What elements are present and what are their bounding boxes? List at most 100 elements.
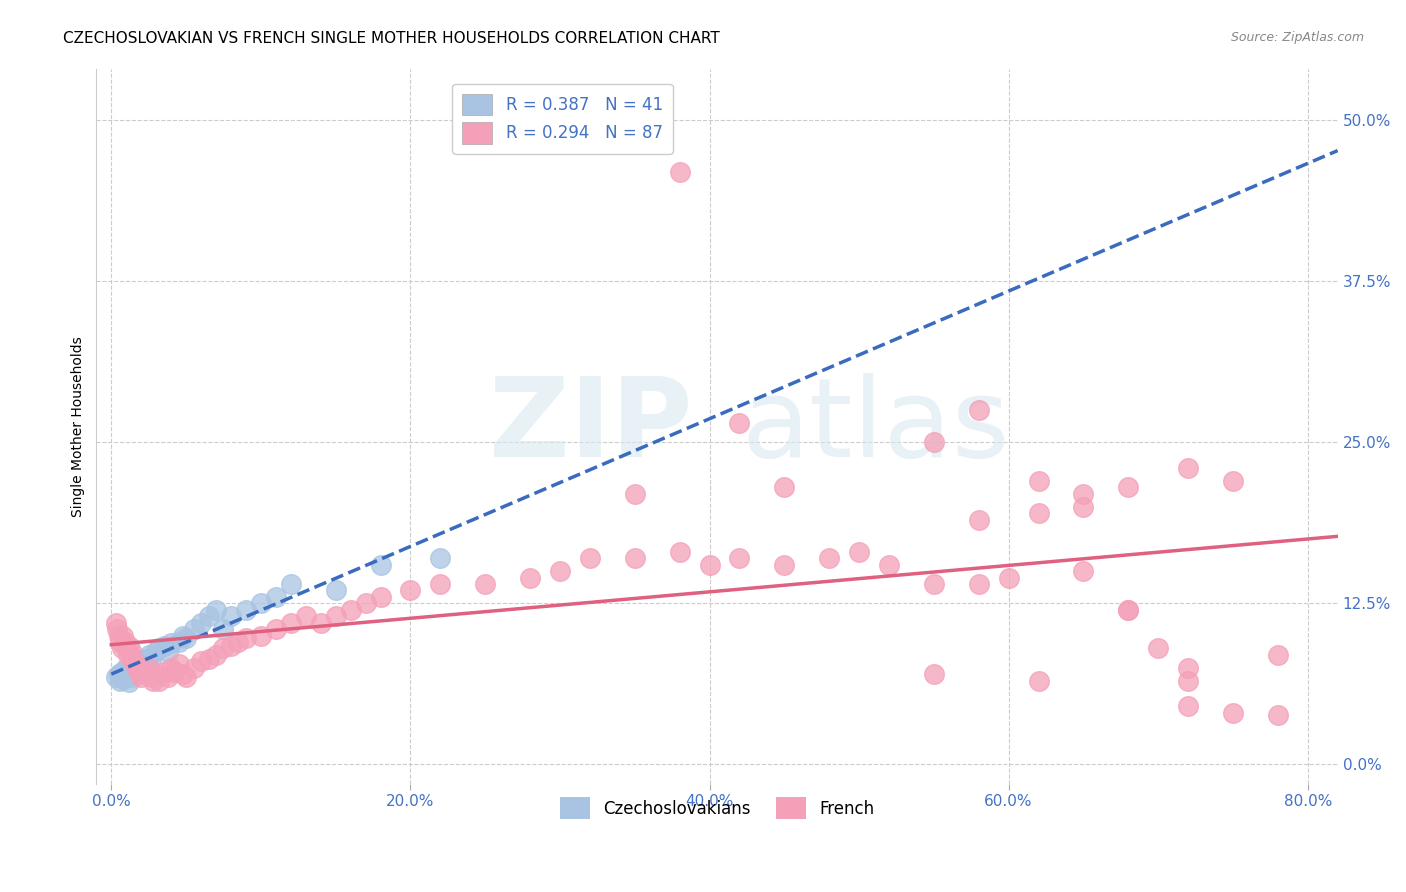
Point bbox=[228, 635, 250, 649]
Point bbox=[250, 596, 273, 610]
Point bbox=[138, 648, 160, 662]
Point bbox=[668, 545, 690, 559]
Point bbox=[1073, 487, 1095, 501]
Point bbox=[429, 551, 451, 566]
Point bbox=[1028, 506, 1050, 520]
Point bbox=[117, 648, 139, 662]
Point bbox=[1267, 708, 1289, 723]
Point bbox=[145, 644, 167, 658]
Point bbox=[174, 670, 197, 684]
Point bbox=[112, 628, 135, 642]
Point bbox=[623, 551, 645, 566]
Point bbox=[1073, 500, 1095, 514]
Point bbox=[848, 545, 870, 559]
Point bbox=[163, 665, 186, 679]
Point bbox=[157, 670, 180, 684]
Point bbox=[124, 657, 146, 671]
Point bbox=[111, 641, 134, 656]
Point bbox=[183, 622, 205, 636]
Point bbox=[141, 670, 163, 684]
Point bbox=[111, 665, 134, 679]
Point bbox=[1028, 474, 1050, 488]
Point bbox=[1267, 648, 1289, 662]
Point bbox=[129, 670, 152, 684]
Text: atlas: atlas bbox=[742, 373, 1011, 480]
Point bbox=[773, 480, 796, 494]
Y-axis label: Single Mother Households: Single Mother Households bbox=[72, 335, 86, 516]
Point bbox=[167, 635, 190, 649]
Point bbox=[120, 644, 142, 658]
Point bbox=[1222, 706, 1244, 720]
Point bbox=[160, 661, 183, 675]
Point bbox=[294, 609, 316, 624]
Text: ZIP: ZIP bbox=[489, 373, 692, 480]
Point bbox=[429, 577, 451, 591]
Point bbox=[110, 635, 132, 649]
Point bbox=[122, 657, 145, 671]
Point bbox=[118, 674, 141, 689]
Point bbox=[121, 651, 143, 665]
Point bbox=[125, 661, 148, 675]
Point bbox=[474, 577, 496, 591]
Point bbox=[264, 622, 287, 636]
Point bbox=[197, 609, 219, 624]
Point bbox=[219, 609, 242, 624]
Point bbox=[136, 667, 159, 681]
Point bbox=[104, 615, 127, 630]
Point bbox=[1222, 474, 1244, 488]
Point bbox=[128, 667, 150, 681]
Point bbox=[967, 512, 990, 526]
Point bbox=[219, 639, 242, 653]
Point bbox=[112, 673, 135, 687]
Point bbox=[118, 639, 141, 653]
Point bbox=[160, 636, 183, 650]
Point bbox=[309, 615, 332, 630]
Point bbox=[325, 583, 347, 598]
Point bbox=[120, 663, 142, 677]
Point bbox=[145, 667, 167, 681]
Point bbox=[1177, 661, 1199, 675]
Point bbox=[190, 615, 212, 630]
Point bbox=[280, 615, 302, 630]
Point bbox=[127, 663, 149, 677]
Point bbox=[339, 603, 361, 617]
Point bbox=[205, 648, 228, 662]
Point bbox=[1116, 480, 1139, 494]
Point bbox=[264, 590, 287, 604]
Point bbox=[115, 641, 138, 656]
Point bbox=[728, 551, 751, 566]
Point bbox=[205, 603, 228, 617]
Point bbox=[728, 416, 751, 430]
Point bbox=[128, 659, 150, 673]
Point bbox=[172, 628, 194, 642]
Point bbox=[167, 657, 190, 671]
Point bbox=[117, 668, 139, 682]
Point bbox=[370, 558, 392, 572]
Point bbox=[127, 654, 149, 668]
Point bbox=[1116, 603, 1139, 617]
Point bbox=[1147, 641, 1170, 656]
Point bbox=[1073, 564, 1095, 578]
Point bbox=[922, 577, 945, 591]
Point bbox=[548, 564, 571, 578]
Point bbox=[250, 628, 273, 642]
Point bbox=[668, 164, 690, 178]
Point bbox=[134, 651, 156, 665]
Point bbox=[1028, 673, 1050, 688]
Point bbox=[124, 665, 146, 679]
Point bbox=[197, 651, 219, 665]
Point bbox=[122, 654, 145, 668]
Point bbox=[212, 622, 235, 636]
Point bbox=[967, 577, 990, 591]
Point bbox=[107, 667, 129, 681]
Point bbox=[922, 667, 945, 681]
Point bbox=[212, 641, 235, 656]
Point bbox=[1177, 461, 1199, 475]
Point bbox=[110, 673, 132, 688]
Point bbox=[152, 665, 174, 679]
Point bbox=[157, 645, 180, 659]
Point bbox=[138, 661, 160, 675]
Point bbox=[399, 583, 422, 598]
Point bbox=[104, 670, 127, 684]
Point bbox=[152, 639, 174, 653]
